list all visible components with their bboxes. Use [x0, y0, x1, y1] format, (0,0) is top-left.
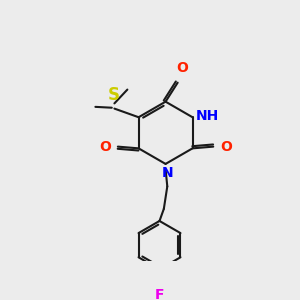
- Text: O: O: [220, 140, 232, 154]
- Text: O: O: [99, 140, 111, 154]
- Text: O: O: [176, 61, 188, 75]
- Text: NH: NH: [196, 109, 219, 122]
- Text: N: N: [161, 166, 173, 180]
- Text: S: S: [107, 86, 119, 104]
- Text: F: F: [155, 287, 164, 300]
